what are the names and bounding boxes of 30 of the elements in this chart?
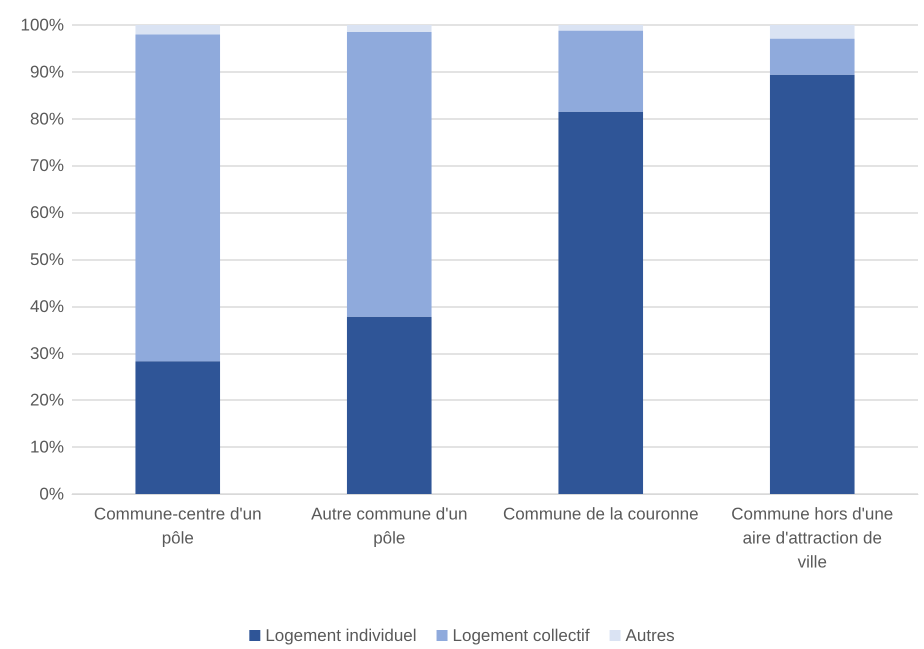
y-tick-label: 0% <box>39 484 64 504</box>
bar <box>346 316 432 494</box>
y-tick-label: 70% <box>30 156 64 176</box>
y-tick-label: 10% <box>30 438 64 457</box>
bar <box>346 25 432 32</box>
y-tick-label: 30% <box>30 344 64 363</box>
bar <box>770 74 855 494</box>
y-tick-label: 40% <box>30 296 64 316</box>
bar <box>558 112 644 494</box>
y-tick-label: 20% <box>30 390 64 410</box>
bar <box>558 30 644 112</box>
legend-label: Autres <box>626 626 675 645</box>
bar <box>135 25 220 34</box>
y-tick-label: 90% <box>30 62 64 82</box>
bar <box>770 38 855 75</box>
bar <box>558 25 644 31</box>
legend-label: Logement individuel <box>265 626 417 645</box>
y-tick-label: 50% <box>30 250 64 269</box>
x-tick-label: Commune hors d'une aire d'attraction de ville <box>731 504 894 572</box>
legend-label: Logement collectif <box>452 626 590 645</box>
bar <box>135 34 220 362</box>
bar <box>346 32 432 317</box>
bar <box>135 361 220 494</box>
x-tick-label: Autre commune d'un pôle <box>311 504 468 548</box>
y-tick-label: 60% <box>30 203 64 222</box>
y-tick-label: 80% <box>30 109 64 128</box>
bar <box>770 25 855 39</box>
x-tick-label: Commune-centre d'un pôle <box>94 504 262 548</box>
x-tick-label: Commune de la couronne <box>502 504 699 524</box>
y-tick-label: 100% <box>20 16 64 34</box>
